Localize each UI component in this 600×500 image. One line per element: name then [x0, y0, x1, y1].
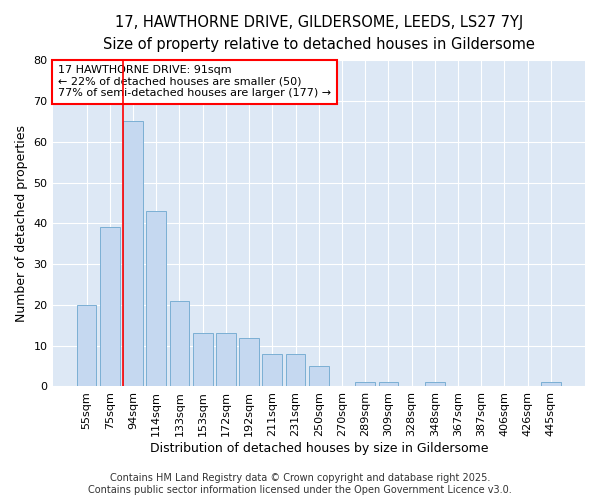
- X-axis label: Distribution of detached houses by size in Gildersome: Distribution of detached houses by size …: [149, 442, 488, 455]
- Bar: [193, 334, 212, 386]
- Bar: [355, 382, 375, 386]
- Bar: [146, 211, 166, 386]
- Bar: [309, 366, 329, 386]
- Title: 17, HAWTHORNE DRIVE, GILDERSOME, LEEDS, LS27 7YJ
Size of property relative to de: 17, HAWTHORNE DRIVE, GILDERSOME, LEEDS, …: [103, 15, 535, 52]
- Bar: [123, 122, 143, 386]
- Bar: [100, 228, 119, 386]
- Bar: [262, 354, 282, 386]
- Bar: [77, 305, 97, 386]
- Bar: [541, 382, 561, 386]
- Bar: [286, 354, 305, 386]
- Bar: [425, 382, 445, 386]
- Y-axis label: Number of detached properties: Number of detached properties: [15, 125, 28, 322]
- Text: Contains HM Land Registry data © Crown copyright and database right 2025.
Contai: Contains HM Land Registry data © Crown c…: [88, 474, 512, 495]
- Bar: [216, 334, 236, 386]
- Text: 17 HAWTHORNE DRIVE: 91sqm
← 22% of detached houses are smaller (50)
77% of semi-: 17 HAWTHORNE DRIVE: 91sqm ← 22% of detac…: [58, 65, 331, 98]
- Bar: [170, 301, 190, 386]
- Bar: [239, 338, 259, 386]
- Bar: [379, 382, 398, 386]
